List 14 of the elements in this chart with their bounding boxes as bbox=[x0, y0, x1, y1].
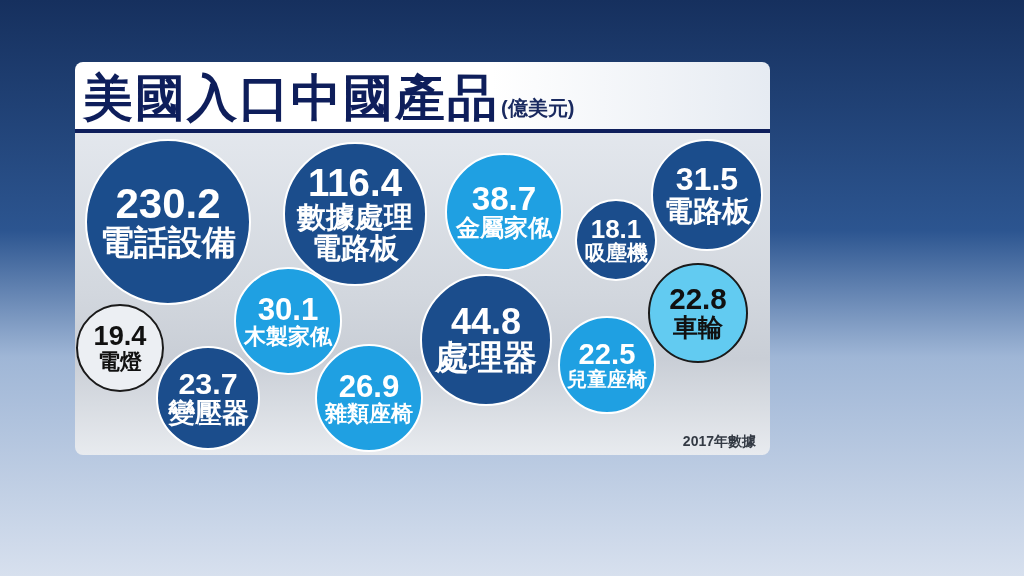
text: (億美元) bbox=[501, 97, 575, 119]
category-label: 車輪 bbox=[672, 313, 724, 342]
category-label: 雜類座椅 bbox=[324, 400, 413, 426]
text: 美國入口中國產品 bbox=[83, 70, 499, 126]
data-label: 22.8 bbox=[669, 282, 727, 316]
category-label: 木製家俬 bbox=[243, 323, 333, 349]
category-label: 數據處理電路板 bbox=[296, 200, 413, 265]
data-label: 23.7 bbox=[178, 365, 238, 400]
category-label: 金屬家俬 bbox=[455, 214, 553, 242]
category-label: 變壓器 bbox=[167, 398, 249, 429]
category-label: 電話設備 bbox=[100, 223, 236, 262]
category-label: 處理器 bbox=[434, 338, 537, 377]
text: 2017年數據 bbox=[682, 433, 756, 449]
category-label: 吸塵機 bbox=[584, 240, 648, 264]
